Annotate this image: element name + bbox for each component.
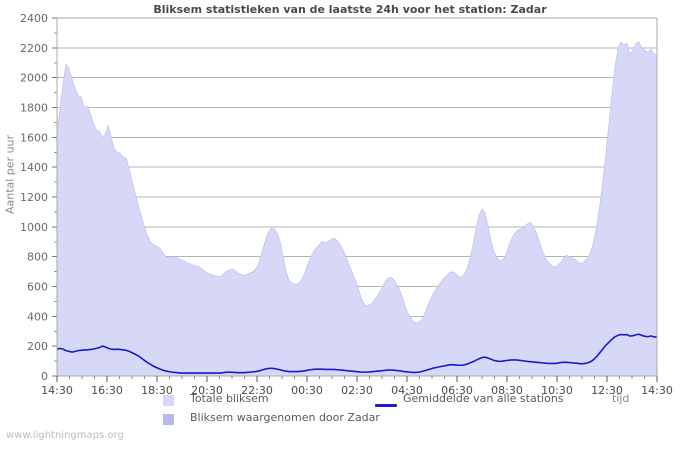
legend-line-marker — [375, 404, 397, 407]
x-tick-label: 12:30 — [591, 384, 623, 397]
y-tick-label: 1400 — [20, 161, 48, 174]
legend-label-3: Gemiddelde van alle stations — [403, 392, 564, 405]
watermark-text: www.lightningmaps.org — [6, 430, 124, 441]
y-tick-label: 1800 — [20, 102, 48, 115]
y-tick-label: 1200 — [20, 191, 48, 204]
y-tick-label: 200 — [27, 340, 48, 353]
x-tick-label: 18:30 — [141, 384, 173, 397]
legend-label-2: Bliksem waargenomen door Zadar — [190, 411, 380, 424]
y-tick-label: 400 — [27, 310, 48, 323]
x-tick-label: 02:30 — [341, 384, 373, 397]
y-tick-label: 2400 — [20, 12, 48, 25]
x-tick-label: 14:30 — [641, 384, 673, 397]
x-tick-label: 06:30 — [441, 384, 473, 397]
y-tick-label: 2000 — [20, 72, 48, 85]
x-tick-label: 14:30 — [41, 384, 73, 397]
x-axis-label: tijd — [612, 392, 630, 405]
y-tick-label: 800 — [27, 251, 48, 264]
x-tick-label: 00:30 — [291, 384, 323, 397]
legend-swatch-2 — [163, 414, 174, 425]
y-tick-label: 2200 — [20, 42, 48, 55]
x-tick-label: 20:30 — [191, 384, 223, 397]
x-tick-label: 08:30 — [491, 384, 523, 397]
chart-title: Bliksem statistieken van de laatste 24h … — [153, 3, 547, 16]
y-tick-label: 1600 — [20, 131, 48, 144]
y-tick-label: 1000 — [20, 221, 48, 234]
y-tick-label: 0 — [41, 370, 48, 383]
x-tick-label: 22:30 — [241, 384, 273, 397]
x-tick-label: 10:30 — [541, 384, 573, 397]
x-tick-label: 04:30 — [391, 384, 423, 397]
series-area-total-lightning — [56, 41, 658, 377]
series-line-average-all-stations — [56, 333, 657, 374]
y-tick-label: 600 — [27, 281, 48, 294]
legend-swatch-1 — [163, 395, 174, 406]
x-tick-label: 16:30 — [91, 384, 123, 397]
legend-label-1: Totale bliksem — [190, 392, 269, 405]
